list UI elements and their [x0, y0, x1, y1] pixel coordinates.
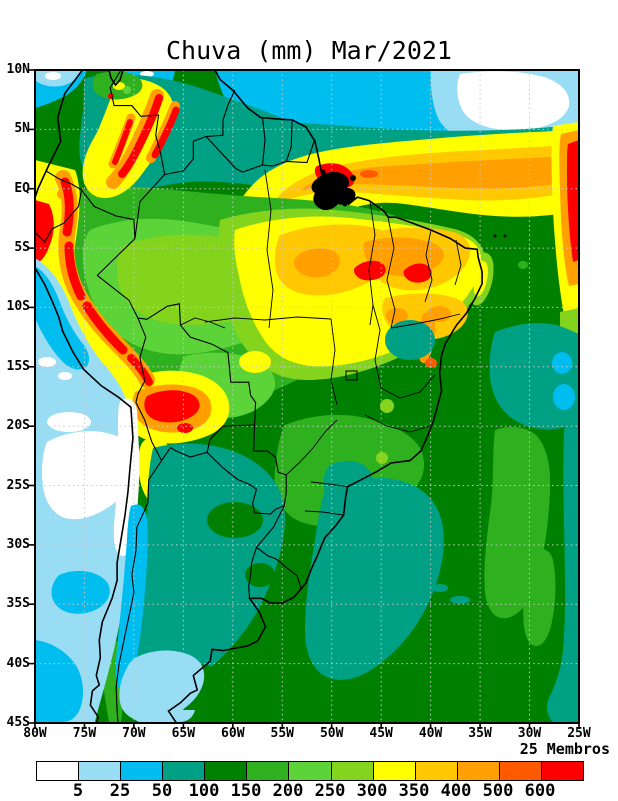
colorbar-segment-9 [415, 762, 458, 780]
lat-tick-label-15S: 15S [6, 358, 30, 374]
lon-tick-label-40W: 40W [418, 726, 443, 741]
colorbar-segment-3 [163, 762, 206, 780]
page-title: Chuva (mm) Mar/2021 [166, 36, 452, 65]
state-borders [180, 169, 462, 516]
colorbar-segment-2 [121, 762, 164, 780]
colorbar-value-50: 50 [151, 781, 173, 801]
lat-tick-label-35S: 35S [6, 596, 30, 612]
lon-tick-label-55W: 55W [270, 726, 294, 741]
colorbar-segment-7 [331, 762, 374, 780]
lat-tick-label-5S: 5S [14, 240, 30, 256]
lat-tick-label-45S: 45S [6, 714, 30, 730]
colorbar-segment-10 [457, 762, 500, 780]
map-frame [34, 69, 580, 724]
lon-tick-label-60W: 60W [221, 726, 245, 741]
lat-tick-label-30S: 30S [6, 536, 30, 552]
distrito-federal-square [345, 370, 358, 381]
island-dot [503, 234, 507, 238]
colorbar-value-100: 100 [188, 781, 220, 801]
lat-tick-label-10S: 10S [6, 299, 30, 315]
colorbar-segment-1 [79, 762, 122, 780]
lat-tick-label-40S: 40S [6, 655, 30, 671]
precipitation-map-canvas [29, 69, 580, 729]
lon-tick-label-50W: 50W [319, 726, 344, 741]
pacific-dry-zone [35, 258, 140, 722]
colorbar-value-5: 5 [72, 781, 84, 801]
colorbar-segment-8 [373, 762, 416, 780]
lat-tick-label-20S: 20S [6, 418, 30, 434]
colorbar-segment-4 [205, 762, 248, 780]
island-dot [493, 234, 497, 238]
lon-tick-label-75W: 75W [72, 726, 97, 741]
colorbar-segment-6 [289, 762, 332, 780]
ensemble-members-label: 25 Membros [519, 740, 610, 758]
lat-tick-label-10N: 10N [6, 62, 30, 77]
colorbar-value-600: 600 [524, 781, 556, 801]
colorbar-value-25: 25 [109, 781, 131, 801]
colorbar-value-150: 150 [230, 781, 262, 801]
lon-tick-label-80W: 80W [23, 726, 47, 741]
map-frame-and-ticks [29, 69, 580, 729]
lon-tick-label-35W: 35W [468, 726, 492, 741]
amazon-delta-islands [311, 169, 507, 238]
lon-tick-label-25W: 25W [567, 726, 591, 741]
lon-tick-label-70W: 70W [122, 726, 146, 741]
country-borders [35, 70, 316, 723]
right-edge-rain-strip [551, 122, 579, 372]
lat-tick-label-5N: 5N [14, 121, 30, 137]
lat-tick-label-EQ: EQ [14, 180, 30, 196]
colorbar-segment-5 [247, 762, 290, 780]
lon-tick-label-30W: 30W [517, 726, 542, 741]
colorbar-value-400: 400 [440, 781, 472, 801]
colorbar-segment-0 [37, 762, 80, 780]
colorbar-value-300: 300 [356, 781, 388, 801]
south-atlantic-fields [305, 320, 579, 722]
colorbar-value-350: 350 [398, 781, 430, 801]
precipitation-colorbar [36, 761, 584, 781]
colorbar-value-250: 250 [314, 781, 346, 801]
colorbar-value-200: 200 [272, 781, 304, 801]
lon-tick-label-65W: 65W [171, 726, 196, 741]
colorbar-segment-12 [541, 762, 584, 780]
colorbar-value-500: 500 [482, 781, 514, 801]
lat-tick-label-25S: 25S [6, 477, 30, 493]
lon-tick-label-45W: 45W [369, 726, 393, 741]
colorbar-segment-11 [499, 762, 542, 780]
map-line-work [35, 70, 483, 723]
